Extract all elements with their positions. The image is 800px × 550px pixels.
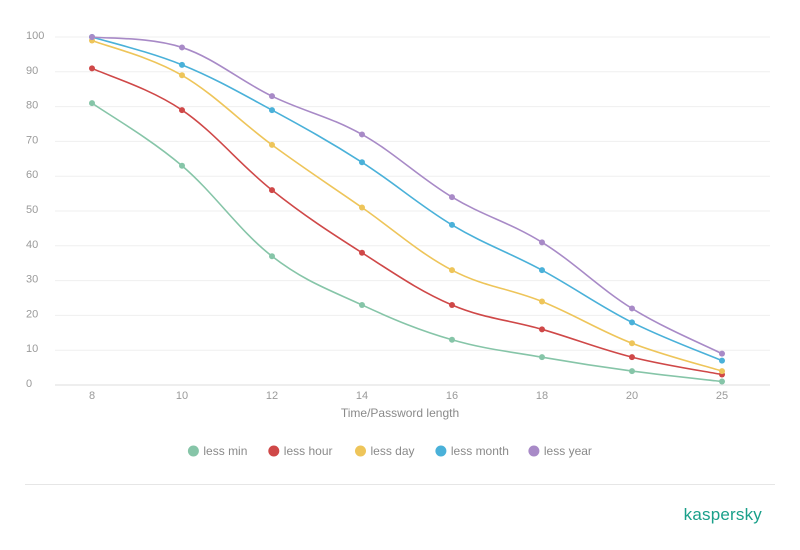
y-tick-label: 20 (26, 308, 38, 320)
data-point (539, 354, 545, 361)
data-point (179, 162, 185, 169)
y-tick-label: 10 (26, 343, 38, 355)
y-tick-label: 0 (26, 378, 32, 390)
legend-label: less day (371, 444, 415, 458)
legend-marker (355, 445, 366, 457)
legend-item: less min (187, 444, 247, 458)
data-point (629, 319, 635, 326)
y-tick-label: 50 (26, 204, 38, 216)
data-point (269, 253, 275, 260)
data-point (719, 378, 725, 385)
series-less-min (89, 100, 725, 385)
data-point (539, 239, 545, 246)
data-point (359, 131, 365, 138)
data-point (449, 267, 455, 274)
y-tick-label: 60 (26, 169, 38, 181)
series-less-year (89, 34, 725, 357)
legend: less min less hour less day less month less … (187, 444, 592, 458)
x-tick-label: 12 (266, 390, 278, 402)
data-point (89, 100, 95, 107)
data-point (719, 350, 725, 357)
y-tick-label: 100 (26, 30, 44, 42)
y-tick-label: 40 (26, 239, 38, 251)
data-point (359, 159, 365, 166)
data-point (179, 61, 185, 68)
x-tick-label: 25 (716, 390, 728, 402)
data-point (179, 44, 185, 51)
data-point (539, 326, 545, 333)
data-point (359, 204, 365, 211)
data-point (719, 357, 725, 364)
data-point (629, 340, 635, 347)
data-point (179, 107, 185, 114)
legend-item: less hour (268, 444, 333, 458)
series-line (91, 67, 723, 376)
data-point (89, 65, 95, 72)
x-tick-label: 18 (536, 390, 548, 402)
data-point (359, 301, 365, 308)
legend-item: less year (528, 444, 592, 458)
x-tick-label: 10 (176, 390, 188, 402)
legend-label: less month (451, 444, 509, 458)
legend-label: less hour (284, 444, 333, 458)
legend-marker (187, 445, 199, 457)
series-line (91, 36, 723, 355)
y-tick-label: 70 (26, 134, 38, 146)
y-tick-label: 90 (26, 65, 38, 77)
series-less-month (89, 34, 725, 364)
x-tick-label: 20 (626, 390, 638, 402)
y-axis-ticks: 0 10 20 30 40 50 60 70 80 90 100 (26, 30, 44, 390)
y-tick-label: 80 (26, 100, 38, 112)
data-point (629, 305, 635, 312)
data-point (539, 298, 545, 305)
legend-label: less min (203, 444, 247, 458)
x-tick-label: 16 (446, 390, 458, 402)
x-axis-ticks: 8 10 12 14 16 18 20 25 (89, 390, 728, 402)
data-point (449, 336, 455, 343)
series-lines (89, 34, 725, 385)
footer-divider (25, 484, 775, 485)
data-point (179, 72, 185, 79)
data-point (269, 141, 275, 148)
legend-label: less year (544, 444, 592, 458)
data-point (629, 368, 635, 375)
data-point (359, 249, 365, 256)
series-less-hour (89, 65, 725, 378)
x-tick-label: 8 (89, 390, 95, 402)
data-point (449, 221, 455, 228)
x-tick-label: 14 (356, 390, 368, 402)
grid (55, 36, 770, 386)
data-point (629, 354, 635, 361)
kaspersky-logo: kaspersky (683, 505, 762, 524)
series-line (91, 102, 723, 383)
data-point (719, 368, 725, 375)
legend-marker (268, 445, 280, 457)
series-line (91, 36, 723, 362)
line-chart: 0 10 20 30 40 50 60 70 80 90 100 8 10 12 14 16 18 20 25 T… (26, 30, 770, 458)
y-tick-label: 30 (26, 274, 38, 286)
legend-marker (528, 445, 540, 457)
series-line (91, 39, 723, 372)
data-point (269, 93, 275, 100)
data-point (449, 194, 455, 201)
data-point (269, 187, 275, 194)
x-axis-title: Time/Password length (341, 406, 459, 420)
data-point (269, 107, 275, 114)
data-point (539, 267, 545, 274)
data-point (89, 34, 95, 40)
data-point (449, 301, 455, 308)
legend-marker (435, 445, 447, 457)
legend-item: less month (435, 444, 509, 458)
legend-item: less day (355, 444, 415, 458)
